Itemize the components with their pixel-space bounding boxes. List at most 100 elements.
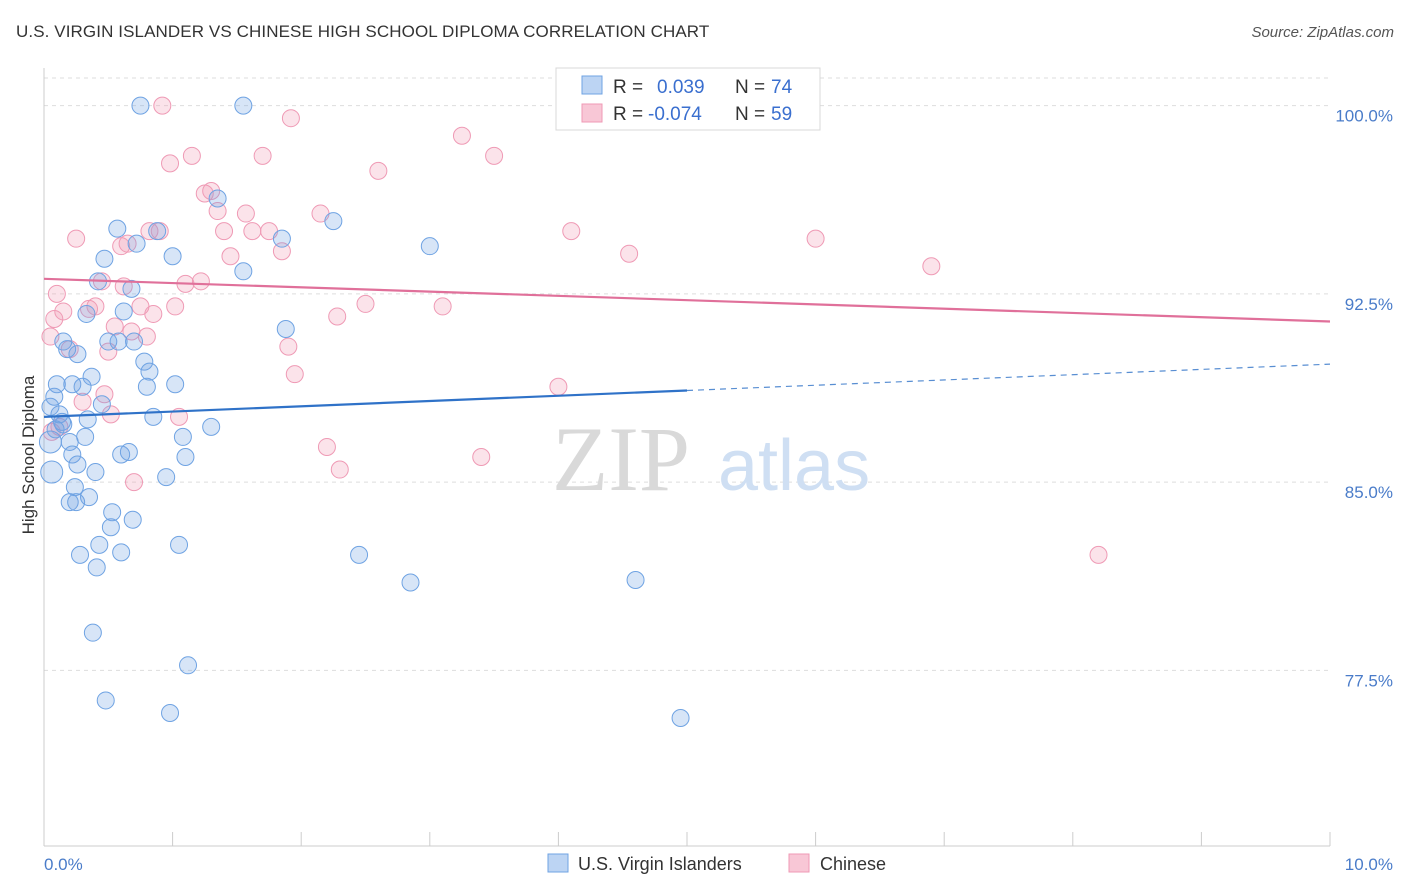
legend-r-label-2: R = — [613, 104, 643, 125]
legend-n-label-2: N = — [735, 104, 765, 125]
watermark-atlas: atlas — [718, 426, 870, 506]
bottom-legend: U.S. Virgin Islanders Chinese — [547, 853, 886, 874]
point-virgin-islanders — [166, 375, 185, 394]
point-chinese — [144, 304, 163, 323]
point-virgin-islanders — [76, 427, 95, 446]
point-virgin-islanders — [78, 410, 97, 429]
legend-n-label-1: N = — [735, 77, 765, 98]
point-virgin-islanders — [122, 279, 141, 298]
point-virgin-islanders — [234, 96, 253, 115]
legend-r-value-2: -0.074 — [648, 104, 702, 125]
point-virgin-islanders — [626, 570, 645, 589]
y-tick-label: 92.5% — [1345, 295, 1393, 314]
series-chinese — [41, 96, 1108, 564]
point-virgin-islanders — [68, 345, 87, 364]
point-virgin-islanders — [125, 332, 144, 351]
point-chinese — [369, 161, 388, 180]
legend-r-value-1: 0.039 — [657, 77, 705, 98]
legend-n-value-1: 74 — [771, 77, 793, 98]
y-tick-label: 85.0% — [1345, 483, 1393, 502]
point-virgin-islanders — [112, 543, 131, 562]
point-virgin-islanders — [58, 340, 77, 359]
point-virgin-islanders — [109, 332, 128, 351]
point-virgin-islanders — [96, 691, 115, 710]
point-chinese — [221, 247, 240, 266]
point-virgin-islanders — [77, 304, 96, 323]
point-virgin-islanders — [41, 397, 60, 416]
point-virgin-islanders — [99, 332, 118, 351]
point-virgin-islanders — [50, 405, 69, 424]
point-virgin-islanders — [71, 545, 90, 564]
point-virgin-islanders — [420, 237, 439, 256]
point-virgin-islanders — [80, 488, 99, 507]
point-chinese — [202, 181, 221, 200]
point-chinese — [208, 202, 227, 221]
bottom-legend-swatch-blue — [547, 853, 569, 873]
point-virgin-islanders — [350, 545, 369, 564]
point-virgin-islanders — [114, 302, 133, 321]
point-chinese — [549, 377, 568, 396]
point-virgin-islanders — [173, 427, 192, 446]
point-chinese — [452, 126, 471, 145]
point-chinese — [806, 229, 825, 248]
point-virgin-islanders — [87, 558, 106, 577]
point-chinese — [317, 437, 336, 456]
x-tick-label: 10.0% — [1345, 855, 1393, 874]
point-virgin-islanders — [101, 518, 120, 537]
legend-swatch-pink — [581, 103, 603, 123]
point-chinese — [73, 392, 92, 411]
series-virgin-islanders — [38, 96, 690, 728]
point-chinese — [279, 337, 298, 356]
point-chinese — [433, 297, 452, 316]
point-virgin-islanders — [401, 573, 420, 592]
point-chinese — [285, 365, 304, 384]
point-virgin-islanders — [127, 234, 146, 253]
point-virgin-islanders — [179, 656, 198, 675]
point-virgin-islanders — [137, 377, 156, 396]
point-chinese — [330, 460, 349, 479]
chart-title: U.S. VIRGIN ISLANDER VS CHINESE HIGH SCH… — [16, 22, 710, 41]
point-chinese — [47, 284, 66, 303]
point-virgin-islanders — [86, 463, 105, 482]
point-virgin-islanders — [83, 623, 102, 642]
point-virgin-islanders — [123, 510, 142, 529]
point-virgin-islanders — [140, 362, 159, 381]
point-chinese — [562, 222, 581, 241]
trend-lines — [43, 277, 1331, 418]
trend-line-chinese — [43, 277, 1331, 323]
point-chinese — [922, 257, 941, 276]
y-axis-title: High School Diploma — [19, 375, 38, 534]
point-chinese — [105, 317, 124, 336]
point-chinese — [215, 222, 234, 241]
point-chinese — [620, 244, 639, 263]
watermark: ZIP atlas — [552, 408, 870, 510]
point-virgin-islanders — [63, 375, 82, 394]
point-virgin-islanders — [73, 377, 92, 396]
point-chinese — [272, 242, 291, 261]
point-virgin-islanders — [119, 442, 138, 461]
point-virgin-islanders — [92, 395, 111, 414]
point-virgin-islanders — [157, 468, 176, 487]
point-virgin-islanders — [65, 478, 84, 497]
point-virgin-islanders — [47, 375, 66, 394]
point-chinese — [140, 222, 159, 241]
point-chinese — [170, 407, 189, 426]
point-virgin-islanders — [170, 535, 189, 554]
point-chinese — [253, 146, 272, 165]
point-virgin-islanders — [276, 320, 295, 339]
point-chinese — [125, 473, 144, 492]
legend-n-value-2: 59 — [771, 104, 792, 125]
point-chinese — [153, 96, 172, 115]
point-chinese — [243, 222, 262, 241]
bottom-legend-label-chinese: Chinese — [820, 854, 886, 874]
bottom-legend-label-vi: U.S. Virgin Islanders — [578, 854, 742, 874]
point-virgin-islanders — [54, 415, 73, 434]
point-virgin-islanders — [90, 535, 109, 554]
trend-line-virgin-islanders-extension — [686, 363, 1331, 392]
point-virgin-islanders — [103, 503, 122, 522]
legend-swatch-blue — [581, 75, 603, 95]
point-chinese — [472, 448, 491, 466]
point-chinese — [54, 302, 73, 321]
trend-line-virgin-islanders — [43, 389, 688, 418]
legend-r-label-1: R = — [613, 77, 643, 98]
